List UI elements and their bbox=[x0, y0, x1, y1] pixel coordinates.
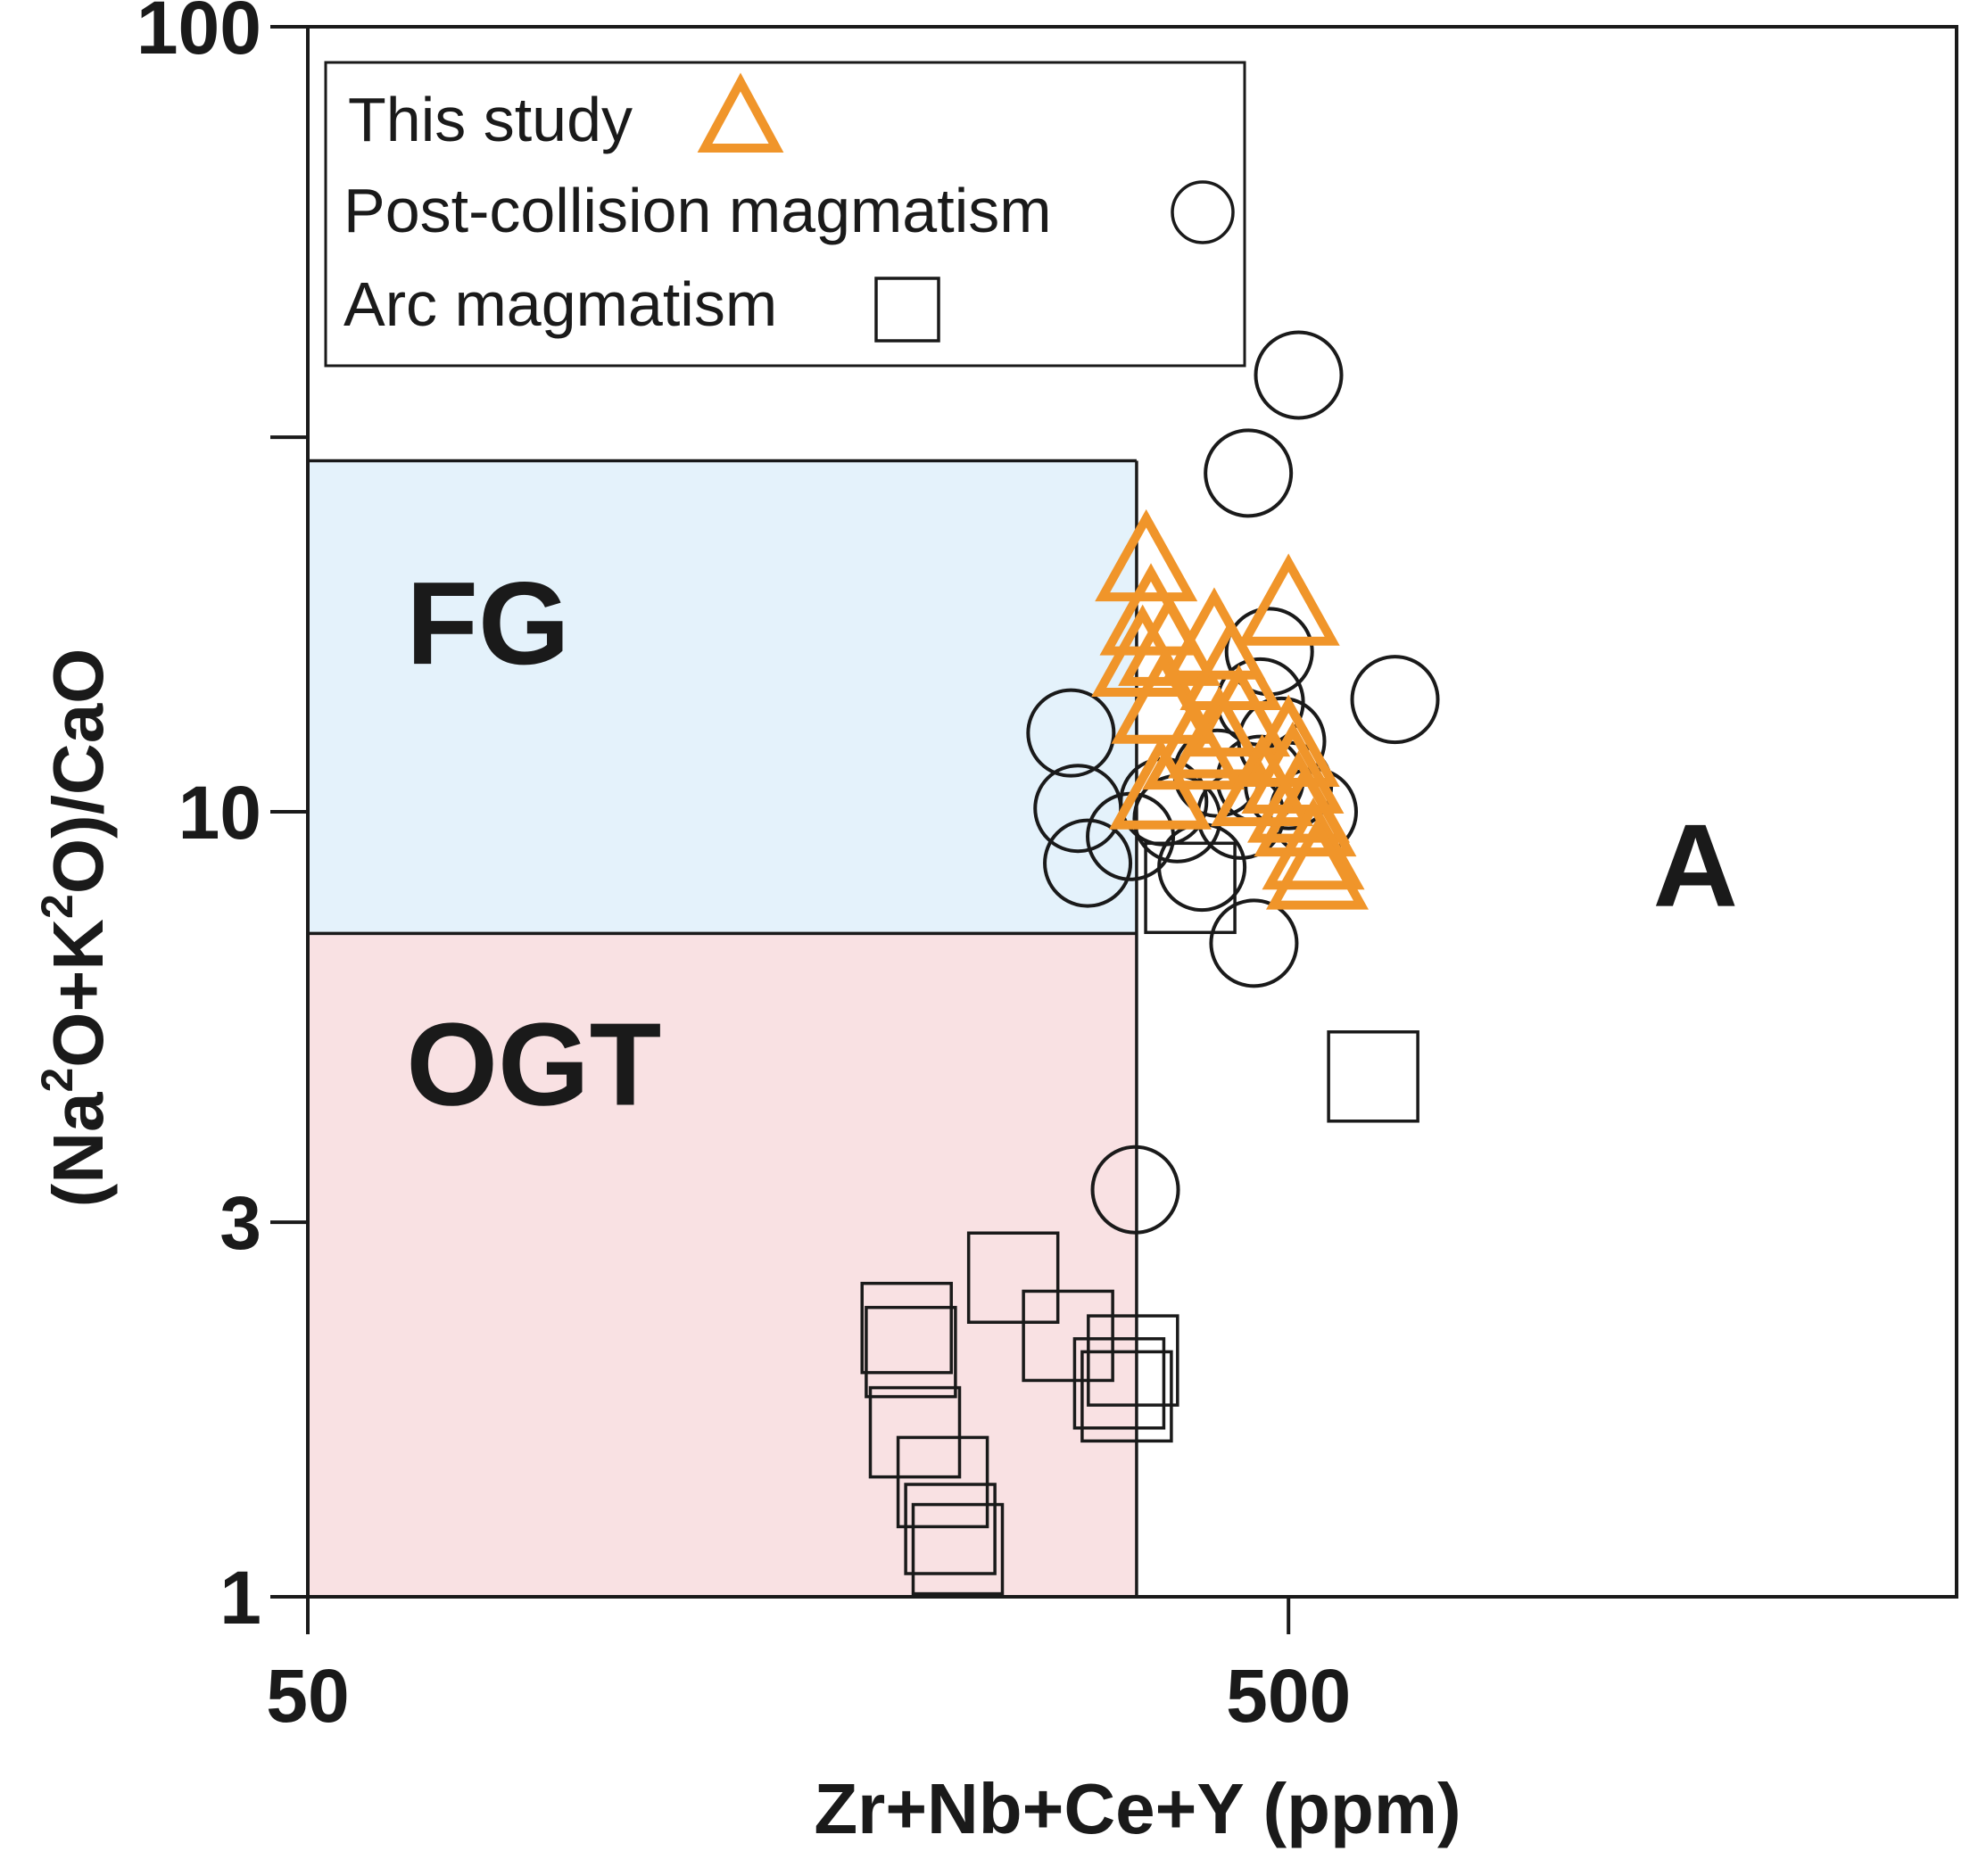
series-this-study bbox=[1091, 508, 1369, 910]
data-point-square bbox=[860, 1281, 953, 1375]
data-point-square bbox=[966, 1231, 1060, 1324]
field-label-ogt: OGT bbox=[406, 999, 661, 1130]
data-point-square bbox=[1080, 1350, 1173, 1443]
legend-box bbox=[324, 61, 1246, 368]
data-point-triangle bbox=[1237, 553, 1340, 646]
axis-ticks: 1 3 10 100 50 500 bbox=[137, 0, 1351, 1738]
data-point-square bbox=[1022, 1289, 1114, 1383]
data-point-square bbox=[1087, 1314, 1179, 1407]
legend-triangle-marker bbox=[697, 72, 784, 153]
legend: This study Post-collision magmatism Arc … bbox=[324, 61, 1246, 368]
data-point-square bbox=[865, 1305, 957, 1399]
legend-square-marker bbox=[874, 277, 940, 343]
data-point-square bbox=[911, 1502, 1005, 1596]
data-point-square bbox=[896, 1435, 989, 1529]
legend-label-post-collision: Post-collision magmatism bbox=[343, 176, 1052, 245]
data-point-circle bbox=[1254, 330, 1344, 420]
data-point-triangle bbox=[1262, 798, 1365, 890]
field-label-a: A bbox=[1653, 800, 1738, 931]
data-point-square bbox=[868, 1385, 962, 1479]
data-point-triangle bbox=[1211, 733, 1314, 827]
series-arc bbox=[860, 841, 1419, 1596]
x-tick-label: 50 bbox=[266, 1654, 349, 1738]
y-tick-label: 10 bbox=[178, 771, 261, 855]
data-point-triangle bbox=[1179, 617, 1283, 711]
data-point-circle bbox=[1090, 1145, 1180, 1235]
legend-label-this-study: This study bbox=[348, 85, 633, 154]
data-point-triangle bbox=[1095, 508, 1198, 602]
y-axis-title: (Na2O+K2O)/CaO bbox=[32, 649, 118, 1208]
y-tick-label: 1 bbox=[219, 1556, 261, 1640]
field-label-fg: FG bbox=[406, 558, 569, 689]
data-point-triangle bbox=[1265, 817, 1369, 910]
data-point-triangle bbox=[1111, 651, 1214, 744]
data-point-triangle bbox=[1241, 721, 1345, 814]
data-point-circle bbox=[1043, 818, 1133, 908]
field-fg-region bbox=[308, 460, 1137, 934]
data-point-circle bbox=[1350, 655, 1440, 745]
data-point-square bbox=[904, 1483, 997, 1575]
data-point-circle bbox=[1204, 428, 1294, 518]
data-point-square bbox=[1144, 841, 1237, 935]
data-point-circle bbox=[1209, 898, 1299, 988]
data-point-triangle bbox=[1142, 697, 1246, 790]
x-tick-label: 500 bbox=[1226, 1654, 1351, 1738]
data-point-square bbox=[1072, 1337, 1166, 1430]
data-point-triangle bbox=[1188, 664, 1291, 757]
y-tick-label: 3 bbox=[219, 1181, 261, 1265]
data-point-triangle bbox=[1168, 686, 1271, 779]
y-tick-label: 100 bbox=[137, 0, 261, 70]
legend-circle-marker bbox=[1171, 180, 1235, 244]
data-point-circle bbox=[1026, 688, 1116, 778]
data-points bbox=[860, 330, 1440, 1596]
legend-label-arc: Arc magmatism bbox=[343, 269, 777, 339]
field-labels: FG OGT A bbox=[406, 558, 1738, 1129]
data-point-triangle bbox=[1108, 737, 1212, 830]
field-ogt-region bbox=[308, 933, 1137, 1597]
x-axis-title: Zr+Nb+Ce+Y (ppm) bbox=[814, 1769, 1461, 1848]
data-point-square bbox=[1327, 1030, 1419, 1123]
